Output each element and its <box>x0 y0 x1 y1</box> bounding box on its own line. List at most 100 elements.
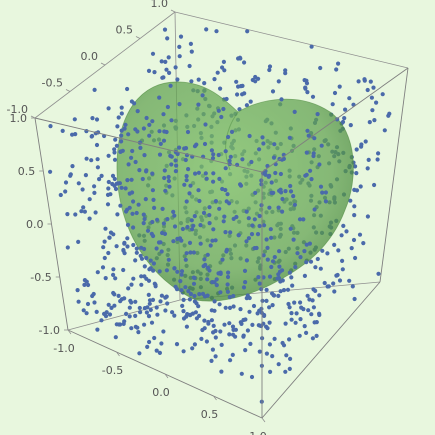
scatter-point <box>138 310 143 315</box>
scatter-point <box>350 284 355 289</box>
scatter-point <box>192 214 197 219</box>
scatter-point <box>248 341 253 346</box>
scatter-point <box>278 171 283 177</box>
scatter-point <box>127 314 132 319</box>
scatter-point <box>112 176 117 182</box>
scatter-point <box>255 232 261 237</box>
scatter-point <box>118 149 123 154</box>
scatter-point <box>178 34 184 39</box>
scatter-point <box>298 255 303 260</box>
scatter-point <box>184 178 189 183</box>
scatter-point <box>197 198 202 204</box>
scatter-point <box>269 235 274 240</box>
scatter-point <box>376 151 381 156</box>
scatter-point <box>375 157 380 162</box>
scatter-point <box>125 222 131 227</box>
scatter-point <box>180 303 185 308</box>
scatter-point <box>146 292 151 297</box>
scatter-point <box>205 265 211 270</box>
scatter-point <box>179 269 185 274</box>
scatter-point <box>75 288 80 293</box>
scatter-point <box>213 354 218 359</box>
scatter-point <box>95 270 100 275</box>
scatter-point <box>210 156 216 161</box>
scatter-point <box>191 250 196 255</box>
scatter-point <box>119 297 124 302</box>
scatter-point <box>187 63 192 69</box>
scatter-point <box>367 120 372 125</box>
scatter-point <box>65 212 70 217</box>
scatter-point <box>268 227 273 232</box>
scatter-point <box>116 293 121 298</box>
scatter-point <box>252 246 257 251</box>
scatter-point <box>91 291 96 297</box>
scatter-point <box>148 307 153 312</box>
scatter-point <box>213 328 218 334</box>
scatter-point <box>106 106 111 111</box>
tick-label: -0.5 <box>30 271 51 284</box>
scatter-point <box>349 246 354 251</box>
scatter-point <box>105 192 111 197</box>
scatter-point <box>310 298 315 303</box>
scatter-point <box>111 290 116 296</box>
scatter-point <box>371 85 376 90</box>
scatter-point <box>221 106 226 112</box>
scatter-point <box>264 298 269 303</box>
scatter-point <box>133 299 138 304</box>
scatter-point <box>185 129 191 135</box>
scatter-point <box>380 92 385 97</box>
scatter-point <box>313 288 318 293</box>
scatter-point <box>169 162 174 167</box>
scatter-point <box>238 320 243 325</box>
scatter-point <box>336 248 341 253</box>
scatter-point <box>305 128 310 133</box>
scatter-point <box>134 246 139 251</box>
scatter-point <box>81 308 86 313</box>
scatter-point <box>272 336 277 341</box>
scatter-point <box>189 218 194 223</box>
scatter-point <box>264 351 269 356</box>
scatter-point <box>318 266 323 271</box>
scatter-point <box>309 44 314 49</box>
scatter-point <box>314 333 319 338</box>
scatter-point <box>247 309 252 314</box>
tick-mark <box>261 417 266 423</box>
scatter-point <box>92 184 97 189</box>
scatter-point <box>211 152 216 157</box>
scatter-point <box>136 330 141 335</box>
scatter-point <box>244 209 249 214</box>
scatter-point <box>214 29 219 34</box>
scatter-point <box>174 342 180 347</box>
axis-ticks: -1.0-0.50.00.51.0-1.0-0.50.00.51.0-1.0-0… <box>7 0 267 435</box>
scatter-point <box>151 197 156 202</box>
scatter-point <box>121 247 126 253</box>
scatter-point <box>76 181 81 186</box>
scatter-point <box>139 282 144 287</box>
scatter-point <box>130 211 135 216</box>
scatter-point <box>216 152 221 158</box>
scatter-point <box>260 298 265 303</box>
scatter-point <box>159 293 164 298</box>
scatter-point <box>134 250 139 255</box>
scatter-point <box>135 129 140 134</box>
scatter-point <box>301 217 306 222</box>
scatter-point <box>209 318 214 323</box>
scatter-point <box>211 179 216 184</box>
scatter-point <box>107 312 113 317</box>
scatter-point <box>199 336 204 341</box>
scatter-point <box>196 77 201 82</box>
scatter-point <box>80 187 85 192</box>
scatter-point <box>183 146 189 151</box>
scatter-point <box>209 148 214 153</box>
scatter-point <box>302 273 307 278</box>
scatter-point <box>293 320 298 325</box>
scatter-point <box>322 280 327 286</box>
scatter-point <box>150 219 155 225</box>
scatter-point <box>249 232 255 237</box>
scatter-point <box>101 245 106 250</box>
scatter-point <box>119 128 124 133</box>
scatter-point <box>106 250 111 256</box>
scatter-point <box>297 333 302 338</box>
scatter-point <box>142 153 147 158</box>
scatter-point <box>173 65 178 70</box>
